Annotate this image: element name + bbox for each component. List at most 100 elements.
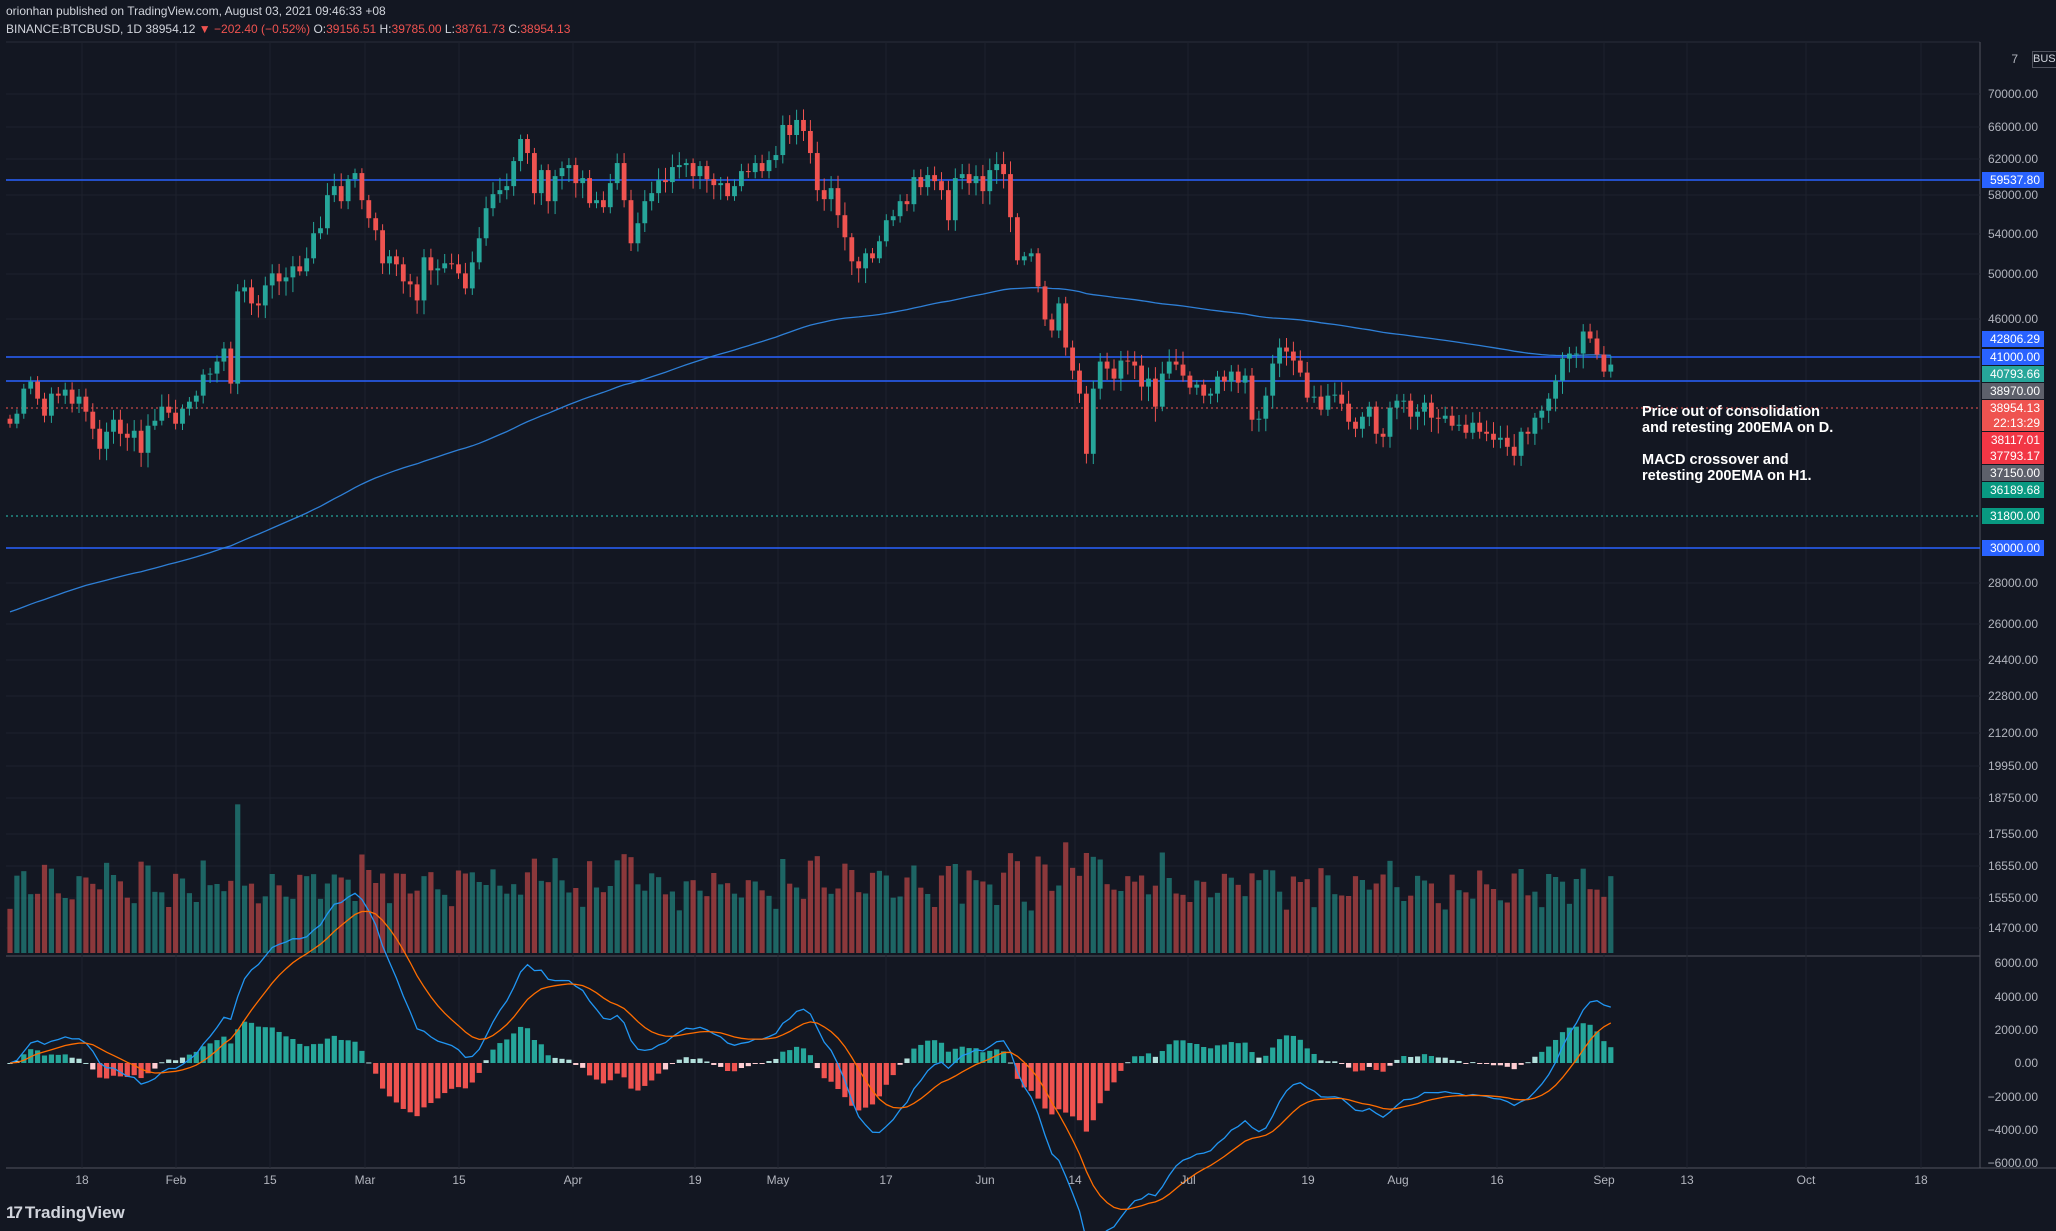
candle-body xyxy=(1408,400,1414,417)
volume-bar xyxy=(1394,887,1400,953)
volume-bar xyxy=(662,894,669,953)
volume-bar xyxy=(725,883,731,953)
low-value: 38761.73 xyxy=(454,22,505,36)
macd-histogram-bar xyxy=(766,1061,772,1063)
candle-body xyxy=(1222,376,1227,382)
candle-body xyxy=(35,381,40,399)
price-axis[interactable]: 70000.00 66000.00 62000.00 58000.00 54000.00… xyxy=(1982,52,2044,1170)
volume-bar xyxy=(311,874,317,953)
volume-bar xyxy=(814,856,820,953)
macd-histogram-bar xyxy=(938,1042,945,1063)
volume-bar xyxy=(352,901,358,953)
candle-body xyxy=(1477,422,1483,432)
time-axis-label: 18 xyxy=(75,1173,89,1187)
candle-body xyxy=(14,413,20,424)
tradingview-brand[interactable]: 17 TradingView xyxy=(6,1203,125,1223)
candle-body xyxy=(821,190,827,200)
volume-bar xyxy=(780,859,786,953)
macd-histogram-bar xyxy=(1256,1057,1262,1063)
macd-histogram-bar xyxy=(607,1063,613,1081)
volume-bar xyxy=(83,877,89,953)
candle-body xyxy=(1146,378,1151,387)
macd-histogram-bar xyxy=(1001,1051,1007,1063)
volume-bar xyxy=(48,868,54,953)
candle-body xyxy=(732,186,737,197)
volume-bar xyxy=(1601,896,1607,953)
volume-bar xyxy=(1580,868,1586,953)
price-axis-label: 16550.00 xyxy=(1988,859,2038,873)
volume-bar xyxy=(649,873,655,953)
volume-bar xyxy=(614,860,620,953)
horizontal-levels[interactable] xyxy=(6,179,1980,549)
time-axis[interactable]: 18 Feb 15 Mar 15 Apr 19 May 17 Jun 14 Jul 19 Aug 16 Sep… xyxy=(75,1173,1928,1187)
candle-body xyxy=(97,428,103,449)
price-axis-label: 19950.00 xyxy=(1988,759,2038,773)
macd-histogram-bar xyxy=(1090,1063,1096,1121)
macd-pane xyxy=(7,892,1614,1231)
time-axis-label: 16 xyxy=(1490,1173,1504,1187)
candle-body xyxy=(794,119,799,136)
volume-bar xyxy=(1497,900,1503,953)
macd-histogram-bar xyxy=(676,1059,682,1063)
candle-body xyxy=(352,173,358,180)
volume-bar xyxy=(1028,910,1034,953)
candle-body xyxy=(435,268,441,271)
macd-histogram-bar xyxy=(124,1063,130,1078)
volume-bar xyxy=(442,894,448,953)
volume-bar xyxy=(938,875,945,953)
price-tag-label: 42806.29 xyxy=(1990,332,2040,346)
macd-histogram-bar xyxy=(28,1049,34,1063)
macd-axis-label: −2000.00 xyxy=(1988,1090,2039,1104)
volume-bar xyxy=(41,864,48,953)
volume-bar xyxy=(1304,879,1310,953)
symbol[interactable]: BINANCE:BTCBUSD, 1D xyxy=(6,22,143,36)
macd-histogram-bar xyxy=(635,1063,641,1091)
candle-body xyxy=(1360,416,1365,429)
volume-bar xyxy=(1332,894,1338,953)
macd-histogram-bar xyxy=(352,1041,358,1063)
macd-histogram-bar xyxy=(531,1039,537,1063)
volume-bar xyxy=(1263,869,1269,953)
volume-bar xyxy=(918,887,924,953)
volume-bar xyxy=(1297,882,1303,953)
macd-histogram-bar xyxy=(1021,1063,1027,1088)
candle-body xyxy=(1463,424,1469,433)
volume-bar xyxy=(628,857,634,953)
candle-body xyxy=(256,303,261,306)
macd-histogram-bar xyxy=(1297,1039,1303,1063)
candle-body xyxy=(1242,375,1248,383)
candle-body xyxy=(1077,370,1082,394)
macd-histogram-bar xyxy=(1477,1063,1483,1064)
volume-bar xyxy=(897,896,903,953)
volume-bar xyxy=(359,854,365,953)
candle-body xyxy=(1484,431,1489,434)
time-axis-label: 15 xyxy=(452,1173,466,1187)
volume-bar xyxy=(35,893,41,953)
macd-histogram-bar xyxy=(235,1029,241,1063)
candle-body xyxy=(297,266,303,272)
close-value: 38954.13 xyxy=(520,22,571,36)
macd-histogram-bar xyxy=(1608,1047,1614,1063)
macd-histogram-bar xyxy=(1049,1063,1055,1115)
grid xyxy=(6,41,2056,1169)
candle-body xyxy=(877,241,882,259)
volume-bar xyxy=(1387,860,1393,953)
macd-histogram-bar xyxy=(1063,1063,1069,1113)
macd-histogram-bar xyxy=(1373,1063,1379,1070)
volume-bar xyxy=(62,898,68,953)
currency-badge[interactable]: BUSD xyxy=(2032,51,2056,68)
candle-body xyxy=(580,178,586,184)
candle-body xyxy=(552,176,558,202)
macd-histogram-bar xyxy=(904,1058,910,1063)
candle-body xyxy=(166,406,172,413)
macd-histogram-bar xyxy=(1532,1056,1538,1063)
volume-bar xyxy=(1421,880,1428,953)
volume-bar xyxy=(1090,856,1096,953)
annotation-text[interactable]: Price out of consolidation and retesting… xyxy=(1642,404,1833,484)
volume-bar xyxy=(1173,893,1179,953)
price-axis-label: 24400.00 xyxy=(1988,653,2038,667)
annotation-line: Price out of consolidation xyxy=(1642,404,1821,420)
candle-body xyxy=(559,168,565,177)
volume-bar xyxy=(545,882,551,953)
